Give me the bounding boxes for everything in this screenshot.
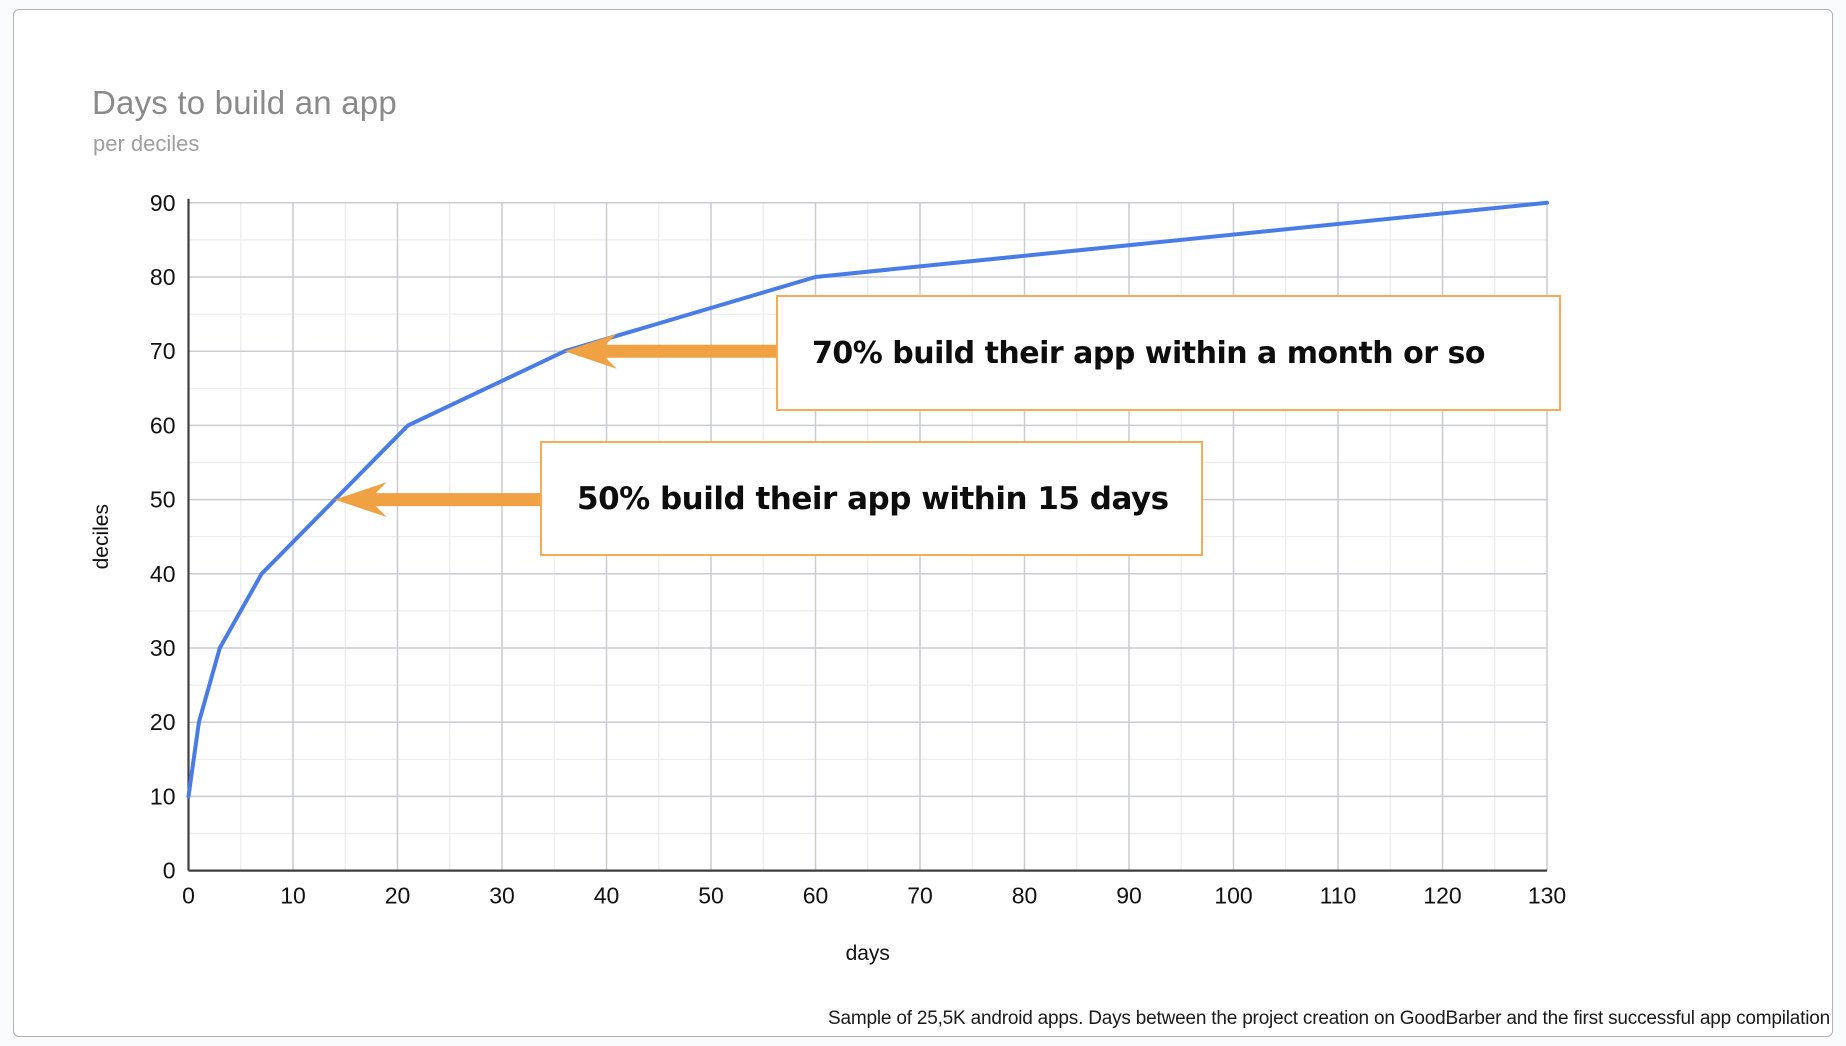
svg-text:80: 80 bbox=[150, 264, 176, 290]
annotation-label-70: 70% build their app within a month or so bbox=[812, 335, 1485, 371]
svg-text:30: 30 bbox=[489, 883, 515, 909]
svg-text:100: 100 bbox=[1214, 883, 1252, 909]
svg-text:110: 110 bbox=[1320, 883, 1357, 909]
svg-text:60: 60 bbox=[803, 883, 829, 909]
annotation-box-70: 70% build their app within a month or so bbox=[776, 295, 1561, 411]
svg-text:0: 0 bbox=[182, 883, 195, 909]
svg-text:10: 10 bbox=[150, 783, 176, 809]
svg-text:20: 20 bbox=[150, 709, 176, 735]
svg-text:70: 70 bbox=[907, 883, 933, 909]
svg-text:0: 0 bbox=[163, 858, 176, 884]
axis-titles: days deciles bbox=[90, 504, 890, 965]
svg-text:50: 50 bbox=[698, 883, 724, 909]
annotation-box-50: 50% build their app within 15 days bbox=[540, 441, 1203, 556]
svg-text:30: 30 bbox=[150, 635, 176, 661]
svg-text:40: 40 bbox=[594, 883, 620, 909]
svg-text:130: 130 bbox=[1528, 883, 1566, 909]
svg-text:90: 90 bbox=[1116, 883, 1142, 909]
svg-text:40: 40 bbox=[150, 561, 176, 587]
tick-labels: 0 10 20 30 40 50 60 70 80 90 100 110 120 130 0 10 20 30 40… bbox=[150, 190, 1566, 909]
svg-text:80: 80 bbox=[1012, 883, 1038, 909]
svg-text:20: 20 bbox=[385, 883, 411, 909]
annotation-arrows bbox=[334, 333, 778, 518]
axes bbox=[187, 198, 1547, 872]
svg-text:60: 60 bbox=[150, 412, 176, 438]
svg-text:120: 120 bbox=[1423, 883, 1461, 909]
annotation-label-50: 50% build their app within 15 days bbox=[577, 480, 1169, 517]
svg-text:deciles: deciles bbox=[90, 504, 113, 569]
annotation-arrow-50 bbox=[334, 482, 542, 518]
chart-subtitle: per deciles bbox=[93, 131, 200, 156]
svg-text:10: 10 bbox=[280, 883, 306, 909]
svg-text:70: 70 bbox=[150, 338, 176, 364]
svg-text:days: days bbox=[846, 942, 890, 965]
svg-text:90: 90 bbox=[150, 190, 176, 216]
footnote: Sample of 25,5K android apps. Days betwe… bbox=[828, 1008, 1830, 1029]
svg-text:50: 50 bbox=[150, 487, 176, 513]
chart-title: Days to build an app bbox=[92, 84, 397, 121]
annotation-arrow-70 bbox=[564, 333, 778, 369]
